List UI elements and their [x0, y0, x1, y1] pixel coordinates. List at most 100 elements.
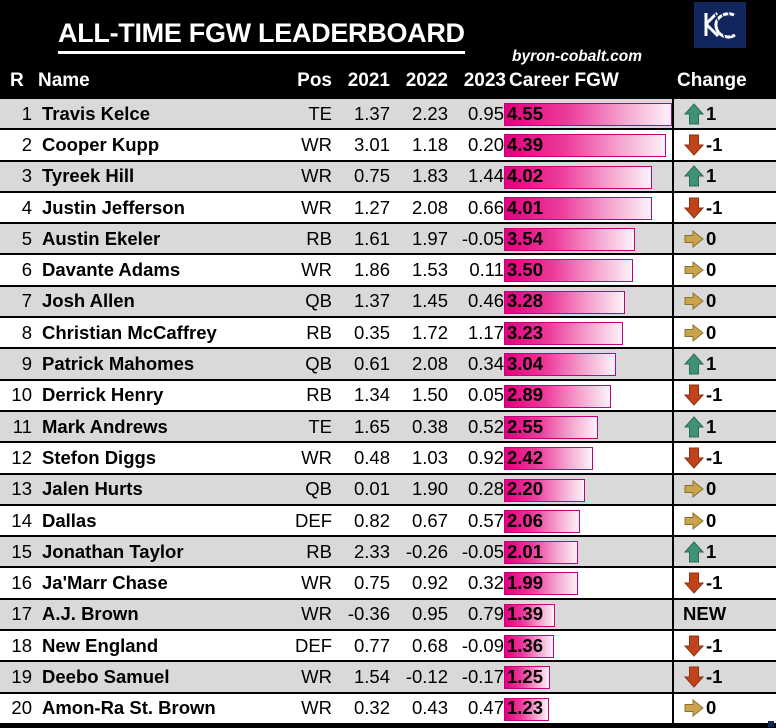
- change-value: -1: [706, 572, 723, 594]
- cell-2023: 0.28: [467, 478, 504, 500]
- change-value: 0: [706, 321, 717, 343]
- cell-rank: 4: [21, 196, 32, 218]
- cell-change: -1: [677, 381, 776, 410]
- table-row[interactable]: 2 Cooper Kupp WR 3.01 1.18 0.20 4.39 -1: [0, 130, 776, 162]
- table-row[interactable]: 12 Stefon Diggs WR 0.48 1.03 0.92 2.42 -1: [0, 443, 776, 475]
- change-value: -1: [706, 196, 723, 218]
- cell-player-name: Tyreek Hill: [42, 165, 135, 187]
- change-value: 1: [706, 102, 717, 124]
- cell-change: -1: [677, 443, 776, 472]
- cell-rank: 16: [11, 572, 32, 594]
- cell-player-name: Stefon Diggs: [42, 446, 157, 468]
- career-fgw-value: 1.39: [507, 603, 544, 625]
- page-title: ALL-TIME FGW LEADERBOARD: [58, 18, 465, 54]
- table-row[interactable]: 15 Jonathan Taylor RB 2.33 -0.26 -0.05 2.01 1: [0, 537, 776, 569]
- table-row[interactable]: 1 Travis Kelce TE 1.37 2.23 0.95 4.55 1: [0, 99, 776, 131]
- table-row[interactable]: 9 Patrick Mahomes QB 0.61 2.08 0.34 3.04 1: [0, 349, 776, 381]
- career-fgw-bar: [504, 478, 586, 502]
- column-divider: [672, 99, 674, 129]
- cell-2023: 1.17: [467, 321, 504, 343]
- cell-position: RB: [306, 321, 332, 343]
- cell-2022: 1.18: [411, 133, 448, 155]
- table-row[interactable]: 5 Austin Ekeler RB 1.61 1.97 -0.05 3.54 0: [0, 224, 776, 256]
- career-fgw-bar: [504, 541, 579, 565]
- change-new-label: NEW: [683, 603, 727, 625]
- bottom-filler: [0, 721, 776, 728]
- cell-rank: 11: [12, 415, 32, 437]
- cell-rank: 19: [11, 665, 32, 687]
- arrow-right-icon: [684, 480, 704, 499]
- table-row[interactable]: 16 Ja'Marr Chase WR 0.75 0.92 0.32 1.99 -1: [0, 568, 776, 600]
- career-fgw-value: 1.99: [507, 572, 544, 594]
- column-divider: [672, 537, 674, 567]
- cell-player-name: Deebo Samuel: [42, 665, 170, 687]
- cell-rank: 12: [11, 446, 32, 468]
- cell-position: WR: [301, 697, 332, 719]
- column-divider: [672, 318, 674, 348]
- career-fgw-bar: [504, 666, 551, 690]
- table-row[interactable]: 20 Amon-Ra St. Brown WR 0.32 0.43 0.47 1.23 0: [0, 693, 776, 725]
- change-value: 0: [706, 509, 717, 531]
- table-row[interactable]: 11 Mark Andrews TE 1.65 0.38 0.52 2.55 1: [0, 411, 776, 444]
- cell-career-fgw: 3.04: [504, 349, 672, 378]
- cell-2023: 0.32: [467, 572, 504, 594]
- cell-position: QB: [305, 290, 332, 312]
- career-fgw-bar: [504, 509, 581, 533]
- career-fgw-value: 3.50: [507, 259, 544, 281]
- career-fgw-value: 1.36: [507, 634, 544, 656]
- cell-position: WR: [301, 259, 332, 281]
- column-divider: [672, 693, 674, 723]
- cell-career-fgw: 1.25: [504, 662, 672, 691]
- cell-2023: -0.09: [461, 634, 504, 656]
- cell-change: -1: [677, 631, 776, 660]
- cell-rank: 8: [21, 321, 32, 343]
- arrow-down-icon: [683, 197, 705, 219]
- table-row[interactable]: 4 Justin Jefferson WR 1.27 2.08 0.66 4.01 -1: [0, 192, 776, 225]
- cell-player-name: Davante Adams: [42, 259, 181, 281]
- change-value: 0: [706, 227, 717, 249]
- cell-rank: 17: [11, 603, 32, 625]
- table-row[interactable]: 18 New England DEF 0.77 0.68 -0.09 1.36 -1: [0, 631, 776, 663]
- table-row[interactable]: 13 Jalen Hurts QB 0.01 1.90 0.28 2.20 0: [0, 474, 776, 506]
- cell-2021: 2.33: [353, 540, 390, 562]
- column-divider: [672, 568, 674, 598]
- table-row[interactable]: 6 Davante Adams WR 1.86 1.53 0.11 3.50 0: [0, 255, 776, 287]
- cell-2021: 1.86: [353, 259, 390, 281]
- change-value: 1: [706, 165, 717, 187]
- cell-career-fgw: 4.39: [504, 130, 672, 159]
- table-row[interactable]: 7 Josh Allen QB 1.37 1.45 0.46 3.28 0: [0, 286, 776, 319]
- column-header-row: R Name Pos 2021 2022 2023 Career FGW Cha…: [0, 70, 776, 97]
- cell-career-fgw: 1.99: [504, 568, 672, 597]
- cell-2022: 0.95: [411, 603, 448, 625]
- cell-2022: 1.83: [411, 165, 448, 187]
- cell-player-name: Ja'Marr Chase: [42, 572, 168, 594]
- career-fgw-bar: [504, 447, 594, 471]
- career-fgw-bar: [504, 103, 672, 126]
- table-row[interactable]: 8 Christian McCaffrey RB 0.35 1.72 1.17 3.23 0: [0, 318, 776, 350]
- table-row[interactable]: 10 Derrick Henry RB 1.34 1.50 0.05 2.89 -1: [0, 380, 776, 412]
- arrow-right-icon: [684, 292, 704, 311]
- career-fgw-value: 3.54: [507, 227, 544, 249]
- cell-position: TE: [308, 102, 332, 124]
- cell-2023: 0.34: [467, 353, 504, 375]
- table-row[interactable]: 19 Deebo Samuel WR 1.54 -0.12 -0.17 1.25 -1: [0, 662, 776, 694]
- leaderboard-table: 1 Travis Kelce TE 1.37 2.23 0.95 4.55 1 2 Cooper …: [0, 97, 776, 725]
- cell-2022: 2.23: [411, 102, 448, 124]
- cell-2022: 0.67: [411, 509, 448, 531]
- cell-2022: 1.50: [411, 384, 448, 406]
- cell-2021: 0.01: [353, 478, 390, 500]
- cell-player-name: Patrick Mahomes: [42, 353, 195, 375]
- change-value: 0: [706, 290, 717, 312]
- cell-2022: 1.53: [411, 259, 448, 281]
- cell-2023: -0.05: [461, 540, 504, 562]
- table-row[interactable]: 3 Tyreek Hill WR 0.75 1.83 1.44 4.02 1: [0, 161, 776, 193]
- cell-career-fgw: 2.06: [504, 506, 672, 535]
- cell-rank: 9: [21, 353, 32, 375]
- table-row[interactable]: 14 Dallas DEF 0.82 0.67 0.57 2.06 0: [0, 505, 776, 538]
- table-row[interactable]: 17 A.J. Brown WR -0.36 0.95 0.79 1.39 NEW: [0, 599, 776, 632]
- column-divider: [672, 130, 674, 160]
- cell-position: WR: [301, 665, 332, 687]
- career-fgw-value: 4.39: [507, 133, 544, 155]
- arrow-right-icon: [684, 261, 704, 280]
- cell-2021: 0.82: [353, 509, 390, 531]
